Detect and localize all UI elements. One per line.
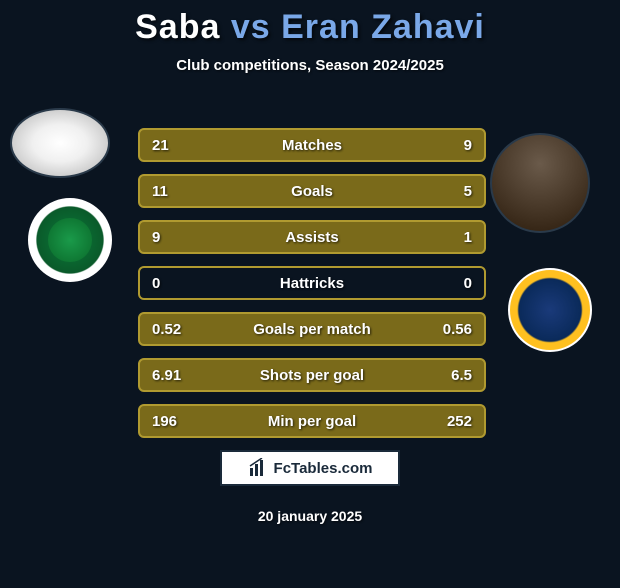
bar-chart-icon [248,458,268,478]
comparison-card: Saba vs Eran Zahavi Club competitions, S… [0,8,620,588]
player2-photo [490,133,590,233]
player2-name: Eran Zahavi [281,8,485,46]
stat-label: Min per goal [140,413,484,430]
stat-label: Shots per goal [140,367,484,384]
stat-label: Goals per match [140,321,484,338]
stat-label: Hattricks [140,275,484,292]
stat-row: 9Assists1 [138,220,486,254]
stat-row: 0Hattricks0 [138,266,486,300]
page-title: Saba vs Eran Zahavi [0,8,620,47]
stat-row: 6.91Shots per goal6.5 [138,358,486,392]
stat-row: 0.52Goals per match0.56 [138,312,486,346]
player1-photo [10,108,110,178]
stat-row: 11Goals5 [138,174,486,208]
stat-value-left: 11 [152,183,168,200]
stat-value-left: 9 [152,229,160,246]
stat-value-right: 1 [464,229,472,246]
stat-value-left: 196 [152,413,177,430]
stat-value-right: 0 [464,275,472,292]
stat-value-right: 252 [447,413,472,430]
stat-value-left: 0 [152,275,160,292]
date-text: 20 january 2025 [0,508,620,524]
stat-value-left: 6.91 [152,367,181,384]
stats-table: 21Matches911Goals59Assists10Hattricks00.… [138,128,486,450]
stat-value-left: 0.52 [152,321,181,338]
stat-value-right: 5 [464,183,472,200]
player1-name: Saba [135,8,220,46]
stat-label: Goals [140,183,484,200]
stat-row: 196Min per goal252 [138,404,486,438]
player1-club-logo [28,198,112,282]
subtitle: Club competitions, Season 2024/2025 [0,57,620,74]
vs-separator: vs [231,8,271,46]
brand-text: FcTables.com [274,460,373,477]
player2-club-logo [508,268,592,352]
stat-label: Assists [140,229,484,246]
stat-value-right: 6.5 [451,367,472,384]
stat-label: Matches [140,137,484,154]
stat-value-right: 9 [464,137,472,154]
stat-value-left: 21 [152,137,169,154]
stat-row: 21Matches9 [138,128,486,162]
stat-value-right: 0.56 [443,321,472,338]
brand-badge: FcTables.com [220,450,400,486]
